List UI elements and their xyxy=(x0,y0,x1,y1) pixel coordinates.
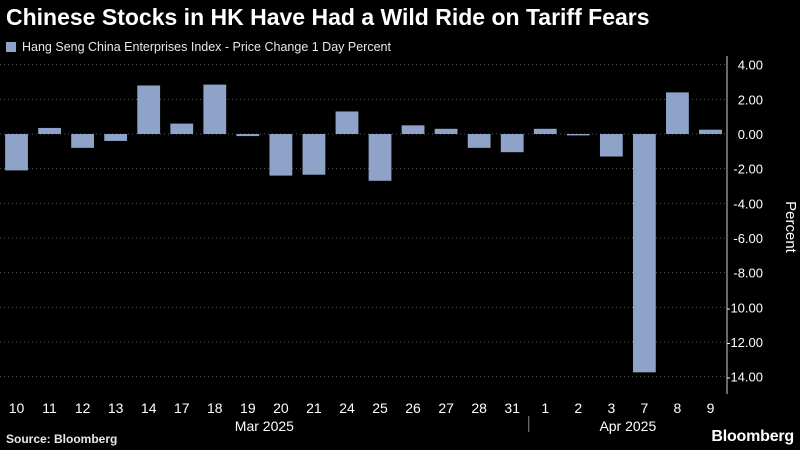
bar xyxy=(269,134,293,176)
y-tick-label: 0.00 xyxy=(738,127,763,142)
x-group-label: Mar 2025 xyxy=(235,418,294,434)
legend-label: Hang Seng China Enterprises Index - Pric… xyxy=(22,40,391,54)
x-tick-label: 8 xyxy=(674,400,682,416)
y-tick-label: -4.00 xyxy=(733,196,763,211)
bar xyxy=(104,134,128,141)
x-tick-label: 2 xyxy=(574,400,582,416)
x-tick-label: 28 xyxy=(471,400,487,416)
x-tick-label: 9 xyxy=(707,400,715,416)
x-tick-label: 26 xyxy=(405,400,421,416)
bar xyxy=(203,84,227,134)
y-axis-title: Percent xyxy=(782,201,799,254)
x-tick-label: 25 xyxy=(372,400,388,416)
x-tick-label: 17 xyxy=(174,400,190,416)
bar xyxy=(500,134,524,153)
x-tick-label: 1 xyxy=(541,400,549,416)
bar xyxy=(71,134,95,148)
y-tick-label: -10.00 xyxy=(726,300,763,315)
bar xyxy=(170,123,194,134)
x-tick-label: 27 xyxy=(438,400,454,416)
x-tick-label: 7 xyxy=(640,400,648,416)
y-tick-label: -12.00 xyxy=(726,335,763,350)
bloomberg-logo: Bloomberg xyxy=(711,428,794,445)
bar xyxy=(434,128,458,134)
bar xyxy=(302,134,326,175)
bar xyxy=(666,92,689,134)
x-tick-label: 12 xyxy=(75,400,91,416)
x-tick-label: 19 xyxy=(240,400,256,416)
bar xyxy=(137,85,161,134)
bar xyxy=(566,134,590,136)
y-tick-label: 2.00 xyxy=(738,92,763,107)
bar xyxy=(5,134,28,171)
bar xyxy=(533,128,557,134)
y-tick-label: -14.00 xyxy=(726,370,763,385)
y-tick-label: -8.00 xyxy=(733,266,763,281)
bar xyxy=(632,134,656,373)
chart-title: Chinese Stocks in HK Have Had a Wild Rid… xyxy=(6,4,650,30)
bar xyxy=(699,129,722,134)
y-tick-label: 4.00 xyxy=(738,58,763,73)
bar xyxy=(335,111,359,134)
y-tick-label: -2.00 xyxy=(733,162,763,177)
x-tick-label: 11 xyxy=(42,400,57,416)
y-tick-label: -6.00 xyxy=(733,231,763,246)
x-tick-label: 21 xyxy=(306,400,322,416)
legend: Hang Seng China Enterprises Index - Pric… xyxy=(6,40,391,54)
bar xyxy=(368,134,392,181)
x-tick-label: 3 xyxy=(607,400,615,416)
bar xyxy=(599,134,623,157)
x-tick-label: 13 xyxy=(108,400,124,416)
x-tick-label: 24 xyxy=(339,400,355,416)
bar xyxy=(38,127,61,134)
x-tick-label: 31 xyxy=(504,400,520,416)
legend-swatch xyxy=(6,42,16,52)
source-note: Source: Bloomberg xyxy=(6,432,118,446)
x-tick-label: 20 xyxy=(273,400,289,416)
bar xyxy=(236,134,260,137)
x-group-label: Apr 2025 xyxy=(599,418,656,434)
bar xyxy=(401,125,425,134)
x-tick-label: 18 xyxy=(207,400,223,416)
x-tick-label: 14 xyxy=(141,400,157,416)
x-tick-label: 10 xyxy=(9,400,25,416)
bar xyxy=(467,134,491,148)
